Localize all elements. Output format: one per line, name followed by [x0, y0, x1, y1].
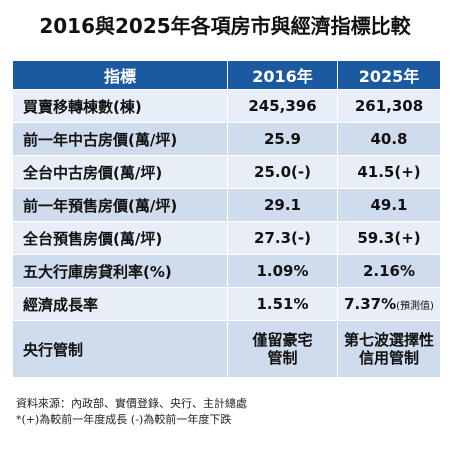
value-2016: 1.51%	[227, 287, 338, 321]
row-label: 前一年中古房價(萬/坪)	[12, 122, 228, 156]
row-label: 前一年預售房價(萬/坪)	[12, 188, 228, 222]
comparison-table: 指標 2016年 2025年 買賣移轉棟數(棟) 245,396 261,308…	[12, 60, 441, 378]
value-2025: 40.8	[337, 122, 441, 156]
row-label: 經濟成長率	[12, 287, 228, 321]
table-row: 五大行庫房貸利率(%) 1.09% 2.16%	[12, 254, 441, 288]
value-2025-line2: 信用管制	[358, 349, 419, 367]
row-label: 全台預售房價(萬/坪)	[12, 221, 228, 255]
table-row: 買賣移轉棟數(棟) 245,396 261,308	[12, 89, 441, 123]
footnote: *(+)為較前一年度成長 (-)為較前一年度下跌	[16, 413, 232, 426]
row-label: 買賣移轉棟數(棟)	[12, 89, 228, 123]
value-2025: 261,308	[337, 89, 441, 123]
row-label: 五大行庫房貸利率(%)	[12, 254, 228, 288]
forecast-note: (預測值)	[396, 301, 434, 312]
table-row: 全台中古房價(萬/坪) 25.0(-) 41.5(+)	[12, 155, 441, 189]
value-2016: 1.09%	[227, 254, 338, 288]
row-label: 全台中古房價(萬/坪)	[12, 155, 228, 189]
value-2025: 7.37%	[344, 295, 397, 313]
value-2016: 27.3(-)	[227, 221, 338, 255]
value-2016: 29.1	[227, 188, 338, 222]
value-2016-line1: 僅留豪宅	[252, 331, 313, 349]
table-row: 經濟成長率 1.51% 7.37%(預測值)	[12, 287, 441, 321]
header-indicator: 指標	[12, 60, 228, 90]
table-row: 前一年預售房價(萬/坪) 29.1 49.1	[12, 188, 441, 222]
header-2025: 2025年	[337, 60, 441, 90]
header-2016: 2016年	[227, 60, 338, 90]
value-2016: 25.0(-)	[227, 155, 338, 189]
value-2016: 25.9	[227, 122, 338, 156]
value-2025: 49.1	[337, 188, 441, 222]
table-row: 前一年中古房價(萬/坪) 25.9 40.8	[12, 122, 441, 156]
value-2016-cell: 僅留豪宅 管制	[227, 320, 338, 378]
value-2025-cell: 第七波選擇性 信用管制	[337, 320, 441, 378]
row-label: 央行管制	[12, 320, 228, 378]
notes: 資料來源：內政部、實價登錄、央行、主計總處 *(+)為較前一年度成長 (-)為較…	[16, 396, 247, 428]
value-2025-cell: 7.37%(預測值)	[337, 287, 441, 321]
value-2016: 245,396	[227, 89, 338, 123]
value-2025: 2.16%	[337, 254, 441, 288]
value-2025: 59.3(+)	[337, 221, 441, 255]
value-2025-line1: 第七波選擇性	[343, 331, 434, 349]
page-title: 2016與2025年各項房市與經濟指標比較	[39, 14, 411, 38]
table-row: 央行管制 僅留豪宅 管制 第七波選擇性 信用管制	[12, 320, 441, 378]
value-2016-line2: 管制	[267, 349, 298, 367]
value-2025: 41.5(+)	[337, 155, 441, 189]
table-header-row: 指標 2016年 2025年	[12, 60, 441, 90]
table-row: 全台預售房價(萬/坪) 27.3(-) 59.3(+)	[12, 221, 441, 255]
source-note: 資料來源：內政部、實價登錄、央行、主計總處	[16, 397, 247, 410]
